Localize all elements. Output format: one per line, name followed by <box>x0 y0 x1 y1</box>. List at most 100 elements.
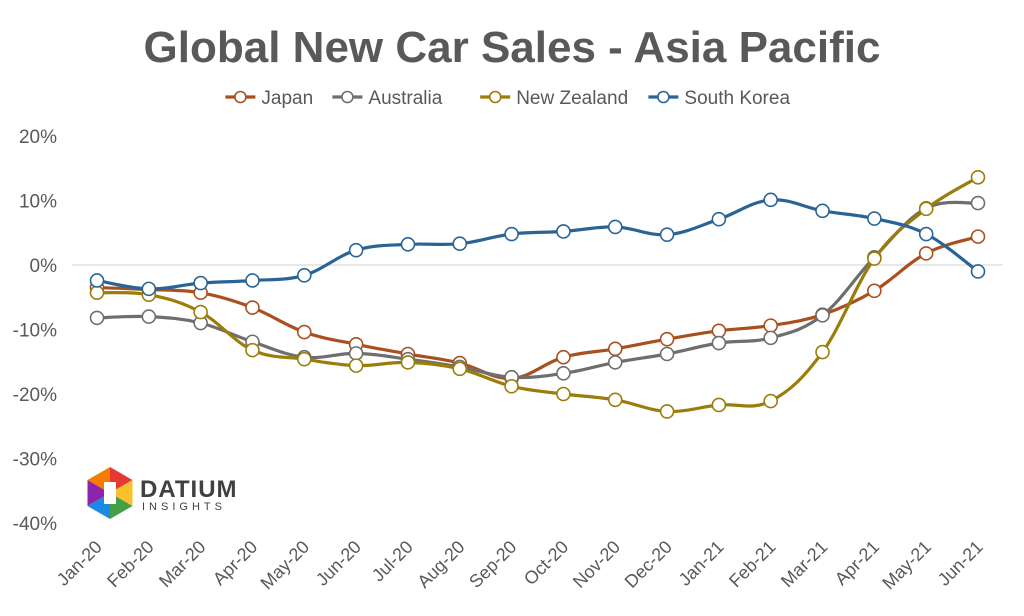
data-point <box>970 195 986 211</box>
legend-swatch-marker <box>488 90 502 104</box>
y-tick-label: 10% <box>19 192 57 213</box>
legend-swatch-marker <box>341 90 354 104</box>
data-point <box>193 304 208 320</box>
data-point <box>245 342 260 358</box>
data-point <box>89 310 105 326</box>
y-tick-label: -40% <box>13 514 57 535</box>
logo-name: DATIUM <box>140 476 238 503</box>
data-point <box>659 227 675 242</box>
y-tick-label: 20% <box>19 127 57 148</box>
legend-item: Australia <box>332 88 443 109</box>
legend-label: New Zealand <box>516 88 628 109</box>
data-point <box>763 393 779 409</box>
x-tick-label: Jan-21 <box>675 537 728 590</box>
x-tick-label: Mar-21 <box>777 537 831 591</box>
data-point <box>918 246 934 261</box>
data-point <box>452 361 468 377</box>
data-point <box>711 323 727 339</box>
data-point <box>400 355 416 370</box>
x-tick-label: May-20 <box>257 537 314 594</box>
data-point <box>245 273 260 288</box>
y-tick-label: -30% <box>13 450 57 471</box>
legend-label: Australia <box>368 88 442 109</box>
chart-title: Global New Car Sales - Asia Pacific <box>144 23 881 72</box>
data-point <box>711 397 727 413</box>
x-tick-label: Apr-20 <box>209 537 261 589</box>
x-tick-label: May-21 <box>878 537 935 594</box>
data-point <box>763 318 779 333</box>
data-point <box>296 351 312 367</box>
y-tick-label: 0% <box>30 256 58 277</box>
data-point <box>763 330 779 346</box>
legend-item: Japan <box>225 88 313 109</box>
data-point <box>348 242 364 258</box>
data-point <box>815 203 830 219</box>
data-point <box>89 285 105 301</box>
x-tick-label: Sep-20 <box>465 537 520 592</box>
data-point <box>815 344 830 360</box>
series-line <box>95 200 980 380</box>
series-south-korea <box>89 192 986 297</box>
x-tick-label: Feb-21 <box>725 537 779 591</box>
data-point <box>607 355 623 370</box>
data-point <box>193 275 208 291</box>
logo-tagline: INSIGHTS <box>142 501 226 513</box>
series-new-zealand <box>89 169 986 419</box>
data-point <box>918 226 934 242</box>
series-group <box>89 169 986 419</box>
data-point <box>607 219 623 235</box>
data-point <box>400 237 416 252</box>
data-point <box>556 224 571 239</box>
legend-label: Japan <box>261 88 313 109</box>
series-japan <box>89 229 986 386</box>
x-tick-label: Aug-20 <box>413 537 468 592</box>
logo-facet <box>110 480 133 506</box>
data-point <box>245 300 260 315</box>
legend-label: South Korea <box>684 88 790 109</box>
data-point <box>711 335 727 351</box>
data-point <box>659 331 675 347</box>
x-tick-label: Jun-20 <box>312 537 365 590</box>
logo-facet <box>87 480 110 506</box>
data-point <box>296 324 312 340</box>
data-point <box>867 283 882 299</box>
data-point <box>504 226 519 242</box>
data-point <box>556 386 571 402</box>
legend-swatch-marker <box>657 90 670 104</box>
series-line <box>95 198 980 291</box>
legend: Japan Australia New Zealand South Korea <box>225 88 790 109</box>
legend-item: South Korea <box>648 88 790 109</box>
data-point <box>504 378 519 394</box>
x-tick-label: Dec-20 <box>621 537 676 592</box>
data-point <box>607 392 623 408</box>
data-point <box>141 309 157 324</box>
logo-center <box>104 482 116 504</box>
data-point <box>607 341 623 357</box>
x-tick-label: Jan-20 <box>53 537 106 590</box>
legend-swatch-marker <box>234 90 247 104</box>
data-point <box>970 229 986 244</box>
data-point <box>296 268 312 283</box>
data-point <box>970 169 986 185</box>
data-point <box>867 251 882 266</box>
y-tick-label: -20% <box>13 385 57 406</box>
data-point <box>815 308 830 323</box>
x-tick-label: Nov-20 <box>569 537 624 592</box>
data-point <box>867 211 882 226</box>
data-point <box>452 236 468 252</box>
y-axis: 20% 10% 0% -10% -20% -30% -40% <box>13 127 57 535</box>
data-point <box>556 349 571 365</box>
data-point <box>556 366 571 381</box>
logo-mark <box>87 467 133 519</box>
x-tick-label: Oct-20 <box>520 537 572 589</box>
legend-item: New Zealand <box>480 88 628 109</box>
data-point <box>711 211 727 227</box>
x-tick-label: Apr-21 <box>831 537 883 589</box>
x-tick-label: Jul-20 <box>368 537 417 586</box>
series-australia <box>89 195 986 385</box>
y-tick-label: -10% <box>13 321 57 342</box>
